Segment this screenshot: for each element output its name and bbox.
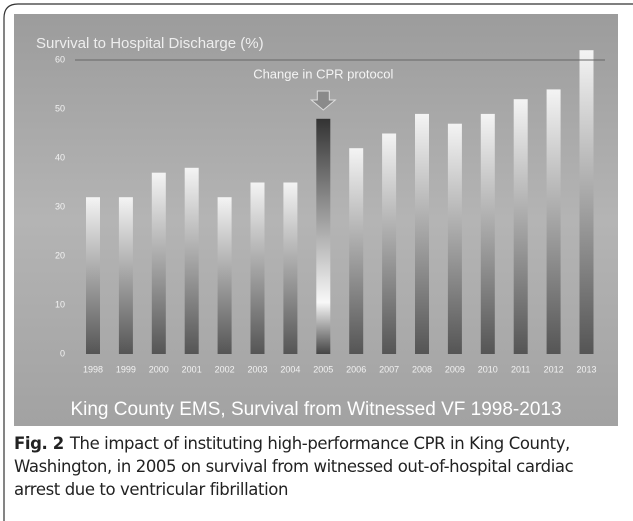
annotation: Change in CPR protocol xyxy=(253,66,393,81)
footer-title: King County EMS, Survival from Witnessed… xyxy=(70,399,561,420)
x-tick-label: 2005 xyxy=(313,364,333,374)
chart-title: Survival to Hospital Discharge (%) xyxy=(36,35,264,52)
x-tick-label: 1999 xyxy=(116,364,136,374)
bar xyxy=(316,118,331,354)
bar xyxy=(184,167,199,354)
caption-text: The impact of instituting high-performan… xyxy=(14,434,574,499)
x-tick-label: 2007 xyxy=(379,364,399,374)
bar xyxy=(349,148,364,354)
bar xyxy=(250,182,265,354)
x-tick-label: 2003 xyxy=(247,364,267,374)
x-tick-label: 2010 xyxy=(478,364,498,374)
caption: Fig. 2 The impact of instituting high-per… xyxy=(14,432,614,501)
x-tick-label: 2006 xyxy=(346,364,366,374)
x-tick-label: 2000 xyxy=(149,364,169,374)
x-tick-label: 2011 xyxy=(511,364,530,374)
bar xyxy=(579,50,594,354)
x-tick-label: 1998 xyxy=(83,364,103,374)
y-tick-label: 0 xyxy=(60,348,65,358)
x-tick-label: 2004 xyxy=(280,364,300,374)
bar xyxy=(151,172,166,354)
bar xyxy=(118,197,133,354)
y-tick-label: 60 xyxy=(55,54,65,64)
bar xyxy=(447,123,462,354)
bar xyxy=(415,113,429,355)
caption-label: Fig. 2 xyxy=(14,434,64,453)
bar xyxy=(546,89,561,355)
bar xyxy=(382,133,397,354)
x-tick-label: 2012 xyxy=(544,364,564,374)
bar xyxy=(86,197,100,354)
bar xyxy=(217,197,232,354)
bar xyxy=(513,99,528,354)
x-tick-label: 2008 xyxy=(412,364,432,374)
y-tick-label: 50 xyxy=(55,103,65,113)
annotation-arrow xyxy=(309,90,337,111)
x-tick-label: 2009 xyxy=(445,364,465,374)
x-tick-label: 2013 xyxy=(576,364,596,374)
y-tick-label: 30 xyxy=(55,201,65,211)
bar xyxy=(480,113,495,355)
bar xyxy=(283,182,298,354)
x-tick-label: 2001 xyxy=(182,364,202,374)
x-tick-label: 2002 xyxy=(215,364,235,374)
frame xyxy=(3,3,633,521)
y-tick-label: 10 xyxy=(55,299,65,309)
y-tick-label: 20 xyxy=(55,250,65,260)
y-tick-label: 40 xyxy=(55,152,65,162)
